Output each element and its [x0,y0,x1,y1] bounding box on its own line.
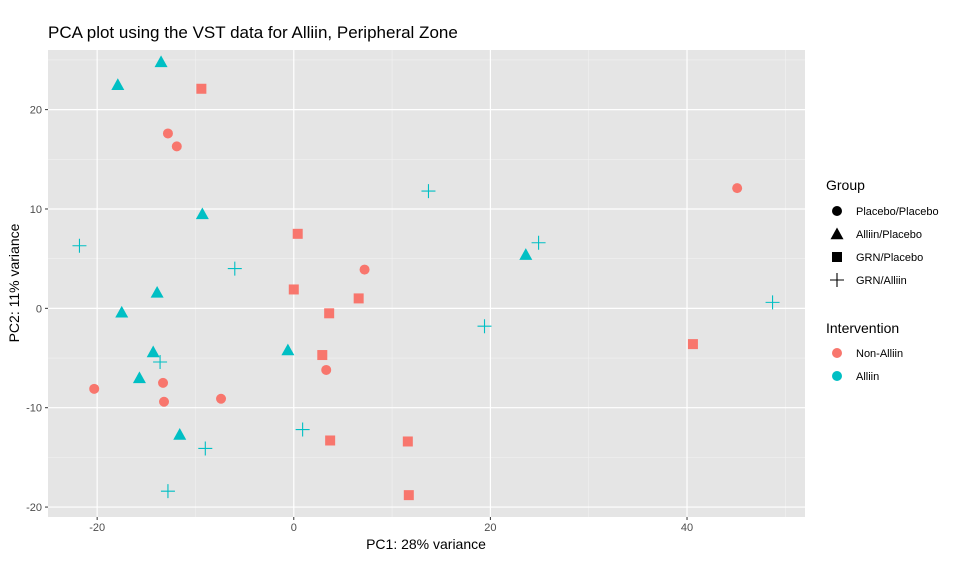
color-legend-label: Alliin [856,371,879,383]
y-tick-label: -20 [26,502,42,514]
data-point-circle [89,383,100,394]
legend-key-square [832,252,842,262]
color-legend-keys: Non-Alliin Alliin [832,348,903,383]
data-point-plus [227,261,242,276]
x-tick-label: 20 [484,522,496,534]
data-point-triangle [195,207,209,220]
y-axis-title: PC2: 11% variance [6,223,22,342]
x-tick-label: 40 [681,522,693,534]
x-tick-label: 0 [291,522,297,534]
shape-legend-title: Group [826,177,865,193]
data-point-triangle [111,78,125,90]
data-point-square [325,435,336,446]
data-point-plus [531,235,546,250]
data-point-circle [359,264,370,275]
data-point-square [196,83,207,94]
data-point-triangle [132,371,146,384]
shape-legend-label: Alliin/Placebo [856,229,922,241]
legend-key-plus [830,273,844,287]
y-tick-label: 10 [30,204,42,216]
legend-key-circle [832,206,842,216]
data-point-triangle [154,55,168,68]
data-point-circle [216,393,227,404]
data-point-square [353,293,364,304]
legend-key-color [832,371,842,381]
y-tick-label: 20 [30,105,42,117]
color-legend-title: Intervention [826,320,899,336]
data-point-triangle [146,345,160,358]
data-point-circle [321,364,332,375]
data-points [72,55,780,501]
data-point-square [687,339,698,350]
legend: Group Placebo/Placebo Alliin/Placebo GRN/P… [826,177,939,383]
data-point-triangle [115,305,129,318]
data-point-square [402,436,413,447]
x-axis-title: PC1: 28% variance [366,536,486,552]
axis-ticks: -20 0 20 40 -20 -10 0 10 20 [26,105,693,534]
data-point-circle [158,377,169,388]
data-point-plus [160,484,175,499]
data-point-circle [732,183,743,194]
legend-key-triangle [830,227,844,240]
data-point-plus [153,354,168,369]
data-point-plus [295,422,310,437]
data-point-square [292,228,303,239]
grid-lines [48,50,805,517]
shape-legend-label: GRN/Placebo [856,252,923,264]
data-point-square [317,350,328,361]
shape-legend-label: Placebo/Placebo [856,206,939,218]
data-point-triangle [150,285,164,298]
data-point-triangle [173,428,187,440]
y-tick-label: -10 [26,403,42,415]
y-tick-label: 0 [36,303,42,315]
data-point-square [403,490,414,501]
data-point-square [324,308,335,319]
data-point-circle [162,128,173,139]
shape-legend-keys: Placebo/Placebo Alliin/Placebo GRN/Placebo… [830,206,939,287]
data-point-plus [765,295,780,310]
data-point-plus [72,238,87,253]
shape-legend-label: GRN/Alliin [856,275,907,287]
data-point-plus [477,319,492,334]
data-point-square [288,284,299,295]
data-point-plus [198,441,213,456]
data-point-triangle [519,248,533,260]
x-tick-label: -20 [89,522,105,534]
color-legend-label: Non-Alliin [856,348,903,360]
data-point-triangle [281,343,295,356]
data-point-circle [171,141,182,152]
data-point-circle [159,396,170,407]
legend-key-color [832,348,842,358]
data-point-plus [421,184,436,199]
chart-title: PCA plot using the VST data for Alliin, … [48,23,458,42]
plot-panel [48,50,805,517]
